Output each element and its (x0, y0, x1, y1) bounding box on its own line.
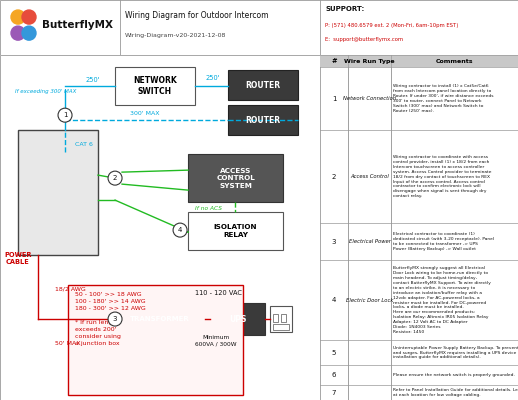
Text: Please ensure the network switch is properly grounded.: Please ensure the network switch is prop… (393, 373, 515, 377)
Text: Minimum
600VA / 300W: Minimum 600VA / 300W (195, 335, 237, 346)
Bar (273, 324, 289, 330)
Text: UPS: UPS (229, 314, 246, 324)
Text: 6: 6 (332, 372, 336, 378)
Bar (320, 55, 518, 67)
Circle shape (11, 26, 25, 40)
Text: Electrical contractor to coordinate (1)
dedicated circuit (with 3-20 receptacle): Electrical contractor to coordinate (1) … (393, 232, 495, 251)
Text: P: (571) 480.6579 ext. 2 (Mon-Fri, 6am-10pm EST): P: (571) 480.6579 ext. 2 (Mon-Fri, 6am-1… (325, 22, 458, 28)
Circle shape (108, 171, 122, 185)
Text: E:  support@butterflymx.com: E: support@butterflymx.com (325, 37, 403, 42)
Bar (270, 306, 292, 332)
Text: If exceeding 300' MAX: If exceeding 300' MAX (15, 89, 76, 94)
Text: 1: 1 (332, 96, 336, 102)
Text: #: # (331, 58, 337, 64)
Text: Wire Run Type: Wire Run Type (344, 59, 395, 64)
Bar (281, 314, 286, 322)
Text: ROUTER: ROUTER (246, 81, 281, 90)
Circle shape (32, 227, 44, 239)
Text: 250': 250' (85, 77, 100, 83)
Bar (26, 157, 90, 215)
Bar (18, 130, 98, 255)
Text: 1: 1 (63, 112, 67, 118)
Text: ACCESS
CONTROL
SYSTEM: ACCESS CONTROL SYSTEM (216, 168, 255, 189)
Text: Wiring contractor to coordinate with access
control provider, install (1) x 18/2: Wiring contractor to coordinate with acc… (393, 155, 492, 198)
Text: SUPPORT:: SUPPORT: (325, 6, 364, 12)
Text: 7: 7 (332, 390, 336, 396)
Text: Network Connection: Network Connection (343, 96, 396, 101)
Bar (210, 303, 265, 335)
Bar (115, 303, 205, 335)
Circle shape (58, 108, 72, 122)
Text: Wiring-Diagram-v20-2021-12-08: Wiring-Diagram-v20-2021-12-08 (125, 33, 226, 38)
Bar (188, 212, 283, 250)
Text: 3: 3 (113, 316, 117, 322)
Text: Refer to Panel Installation Guide for additional details. Leave 6' service loop
: Refer to Panel Installation Guide for ad… (393, 388, 518, 397)
Text: 18/2 AWG: 18/2 AWG (55, 286, 86, 291)
Text: ISOLATION
RELAY: ISOLATION RELAY (214, 224, 257, 238)
Text: ROUTER: ROUTER (246, 116, 281, 125)
Bar (115, 67, 195, 105)
Circle shape (62, 227, 74, 239)
Bar (73, 226, 91, 240)
Text: Uninterruptable Power Supply Battery Backup. To prevent voltage drops
and surges: Uninterruptable Power Supply Battery Bac… (393, 346, 518, 360)
Bar (23, 136, 93, 148)
Text: 300' MAX: 300' MAX (131, 111, 160, 116)
Text: Access Control: Access Control (350, 174, 389, 179)
Text: 50' MAX: 50' MAX (55, 341, 80, 346)
Bar (228, 105, 298, 135)
Bar (273, 314, 278, 322)
Text: ButterflyMX strongly suggest all Electrical
Door Lock wiring to be home-run dire: ButterflyMX strongly suggest all Electri… (393, 266, 491, 334)
Text: If no ACS: If no ACS (195, 206, 222, 211)
Text: 250': 250' (206, 75, 220, 81)
Text: Electric Door Lock: Electric Door Lock (346, 298, 393, 302)
Text: 5: 5 (332, 350, 336, 356)
Bar (68, 285, 243, 395)
Bar (228, 70, 298, 100)
Text: Comments: Comments (436, 59, 473, 64)
Circle shape (22, 26, 36, 40)
Circle shape (11, 10, 25, 24)
Text: ButterflyMX: ButterflyMX (42, 20, 113, 30)
Text: 4: 4 (178, 227, 182, 233)
Circle shape (22, 10, 36, 24)
Text: POWER
CABLE: POWER CABLE (4, 252, 32, 265)
Text: NETWORK
SWITCH: NETWORK SWITCH (133, 76, 177, 96)
Text: 3: 3 (332, 238, 336, 244)
Circle shape (173, 223, 187, 237)
Text: TRANSFORMER: TRANSFORMER (130, 316, 190, 322)
Text: 110 - 120 VAC: 110 - 120 VAC (195, 290, 242, 296)
Bar (188, 154, 283, 202)
Text: Wiring contractor to install (1) x Cat5e/Cat6
from each Intercom panel location : Wiring contractor to install (1) x Cat5e… (393, 84, 494, 113)
Text: 2: 2 (332, 174, 336, 180)
Circle shape (108, 312, 122, 326)
Text: 2: 2 (113, 175, 117, 181)
Text: CAT 6: CAT 6 (75, 142, 93, 147)
Circle shape (47, 227, 59, 239)
Text: 50 - 100' >> 18 AWG
100 - 180' >> 14 AWG
180 - 300' >> 12 AWG

* If run length
e: 50 - 100' >> 18 AWG 100 - 180' >> 14 AWG… (75, 292, 146, 346)
Text: Electrical Power: Electrical Power (349, 239, 391, 244)
Text: Wiring Diagram for Outdoor Intercom: Wiring Diagram for Outdoor Intercom (125, 10, 268, 20)
Text: 4: 4 (332, 297, 336, 303)
